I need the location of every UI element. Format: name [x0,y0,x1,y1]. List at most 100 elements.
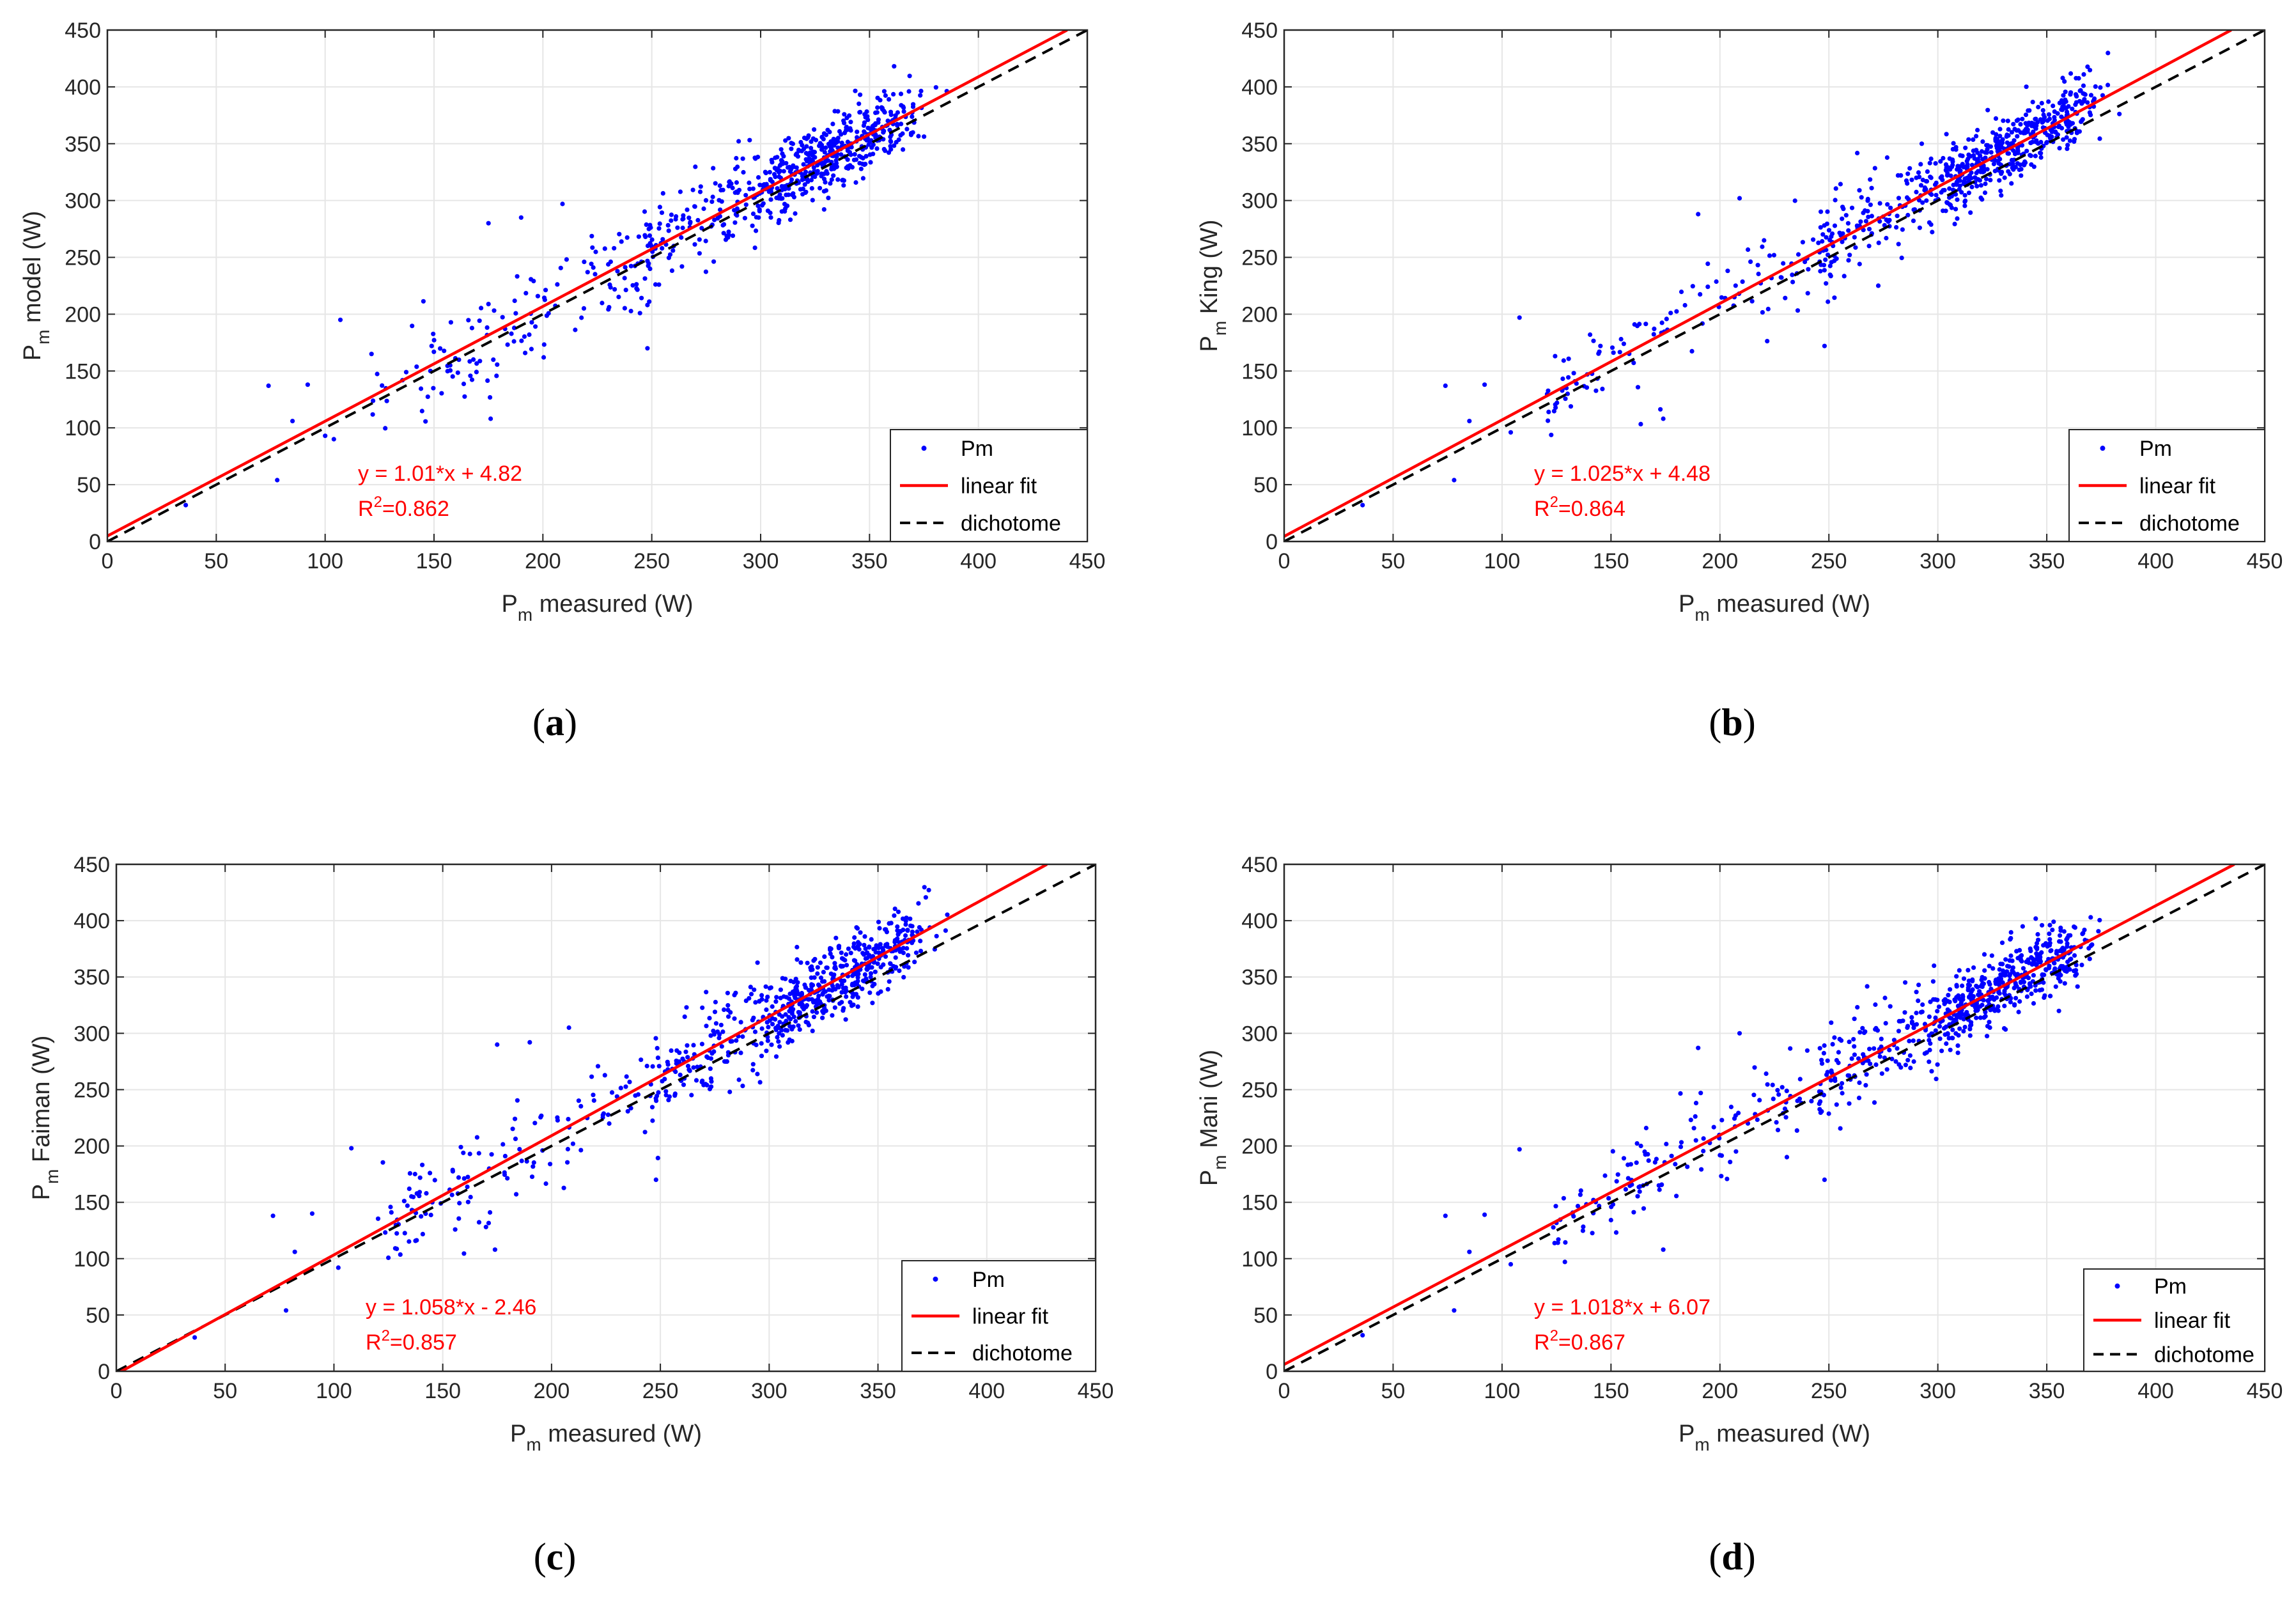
x-tick-label: 200 [1702,549,1738,573]
data-point [1674,1194,1679,1199]
data-point [383,426,388,431]
data-point [2021,161,2026,166]
data-point [709,1084,714,1089]
data-point [2029,955,2034,960]
data-point [646,261,651,266]
data-point [1693,1114,1698,1119]
data-point [2072,925,2077,930]
data-point [401,1199,407,1204]
data-point [1953,147,1959,152]
data-point [1883,1021,1888,1026]
data-point [1751,1093,1757,1098]
data-point [1969,176,1974,181]
data-point [682,1014,687,1019]
y-tick-label: 350 [1241,965,1278,990]
data-point [2018,130,2023,135]
data-point [750,1018,755,1023]
data-point [410,323,415,329]
data-point [456,357,462,362]
data-point [1978,1004,1983,1009]
data-point [2028,140,2033,145]
data-point [2031,1001,2036,1006]
data-point [1846,228,1851,233]
data-point [1822,223,1827,228]
data-point [650,1118,655,1123]
data-point [1482,1212,1487,1217]
data-point [763,171,768,176]
data-point [880,946,885,951]
data-point [1634,323,1640,329]
data-point [844,165,849,171]
x-axis-label-rest: measured (W) [1710,591,1870,618]
data-point [743,192,749,198]
data-point [773,999,779,1004]
data-point [1661,416,1666,421]
data-point [1882,995,1888,1001]
data-point [1955,1043,1960,1048]
data-point [2036,104,2041,110]
data-point [842,112,847,117]
data-point [1563,396,1568,401]
data-point [519,338,524,343]
data-point [1840,216,1845,221]
data-point [560,201,565,206]
data-point [1711,1125,1716,1130]
data-point [1855,150,1860,155]
data-point [2038,960,2043,965]
data-point [759,1054,764,1059]
data-point [471,357,476,362]
data-point [918,949,924,954]
x-axis-label-rest: measured (W) [532,591,693,618]
data-point [541,342,547,347]
data-point [727,179,732,184]
x-tick-label: 50 [1381,1379,1406,1403]
data-point [844,115,849,120]
data-point [1602,1173,1608,1178]
data-point [875,961,880,966]
data-point [1858,219,1863,224]
data-point [412,1171,417,1177]
data-point [877,926,882,931]
data-point [888,147,894,152]
data-point [1938,159,1943,164]
data-point [791,191,796,196]
data-point [1860,1025,1865,1031]
data-point [644,222,649,227]
data-point [852,152,857,157]
data-point [827,993,832,999]
data-point [832,965,837,970]
data-point [711,1032,717,1037]
data-point [904,946,910,951]
data-point [860,986,865,992]
data-point [1999,144,2005,150]
data-point [728,1010,733,1015]
data-point [895,936,900,941]
data-point [477,359,483,364]
data-point [899,121,904,127]
data-point [1696,1045,1701,1050]
data-point [500,1142,506,1147]
data-point [486,221,491,226]
data-point [1900,1018,1905,1024]
data-point [1664,316,1669,322]
data-point [830,121,835,127]
data-point [589,261,594,267]
data-point [1872,1100,1877,1105]
data-point [1628,1162,1633,1167]
data-point [867,126,872,131]
data-point [1782,1106,1788,1111]
data-point [815,965,820,970]
data-point [371,398,376,403]
data-point [713,1021,718,1026]
data-point [2065,944,2070,949]
y-tick-label: 50 [77,473,101,497]
data-point [647,299,652,304]
data-point [411,1194,416,1199]
data-point [701,206,706,212]
data-point [1954,1015,1960,1020]
data-point [1635,1194,1640,1199]
data-point [637,311,642,316]
fit-equation: y = 1.01*x + 4.82 [358,462,522,486]
data-point [665,222,671,228]
